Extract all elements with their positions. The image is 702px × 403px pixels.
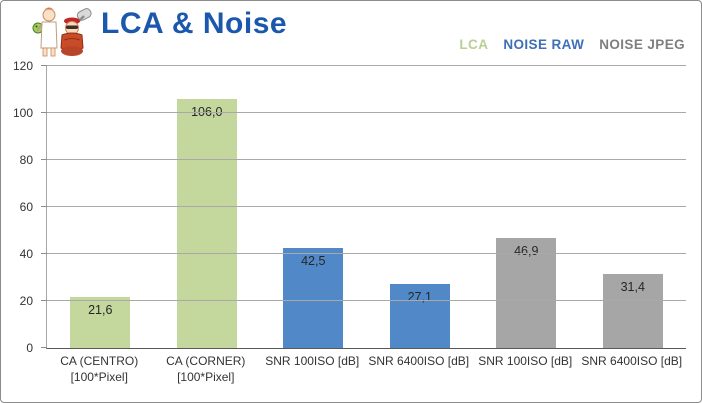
bar-value-label: 27,1 [407,290,432,305]
y-tick [41,206,47,207]
category-label-line: SNR 100ISO [dB] [478,354,573,368]
bar-value-label: 42,5 [301,254,326,269]
legend: LCA NOISE RAW NOISE JPEG [459,37,685,52]
bar-value-label: 21,6 [88,303,113,318]
legend-item: NOISE JPEG [599,37,685,52]
bars-container: 21,6 106,0 42,5 27,1 46,9 31,4 [47,66,686,348]
legend-item: LCA [459,37,489,52]
y-tick [41,300,47,301]
plot-area: 21,6 106,0 42,5 27,1 46,9 31,4 [41,65,686,349]
y-tick-label: 120 [12,59,33,73]
y-tick [41,347,47,348]
y-tick-label: 40 [19,247,33,262]
category-label: SNR 100ISO [dB] [259,353,366,385]
y-tick-label: 0 [26,341,33,355]
bar: 42,5 [283,248,344,348]
gridline [47,300,686,301]
category-label-line: CA (CORNER) [166,354,246,368]
category-label: CA (CORNER) [100*Pixel] [153,353,260,385]
category-label-line: SNR 100ISO [dB] [265,354,360,368]
bar: 46,9 [496,237,557,348]
bar-slot: 27,1 [367,66,474,348]
bar: 27,1 [389,284,450,348]
bar: 31,4 [602,274,663,348]
category-label-line: SNR 6400ISO [dB] [368,354,470,368]
category-label: SNR 100ISO [dB] [472,353,579,385]
category-label-line: CA (CENTRO) [60,354,139,368]
category-label-line: [100*Pixel] [70,370,128,385]
legend-item: NOISE RAW [503,37,585,52]
gridline [47,112,686,113]
y-tick [41,159,47,160]
gridline [47,159,686,160]
gridline [47,253,686,254]
y-axis: 0 20 40 60 80 100 120 [1,59,41,355]
gridline [47,65,686,66]
y-tick-label: 100 [12,106,33,120]
category-label-line: SNR 6400ISO [dB] [581,354,683,368]
tool-icon [76,8,92,21]
category-label: SNR 6400ISO [dB] [579,353,686,385]
y-tick-label: 80 [19,153,33,168]
y-tick [41,112,47,113]
bar-value-label: 46,9 [514,243,539,258]
mascot-logo [32,7,92,57]
bar-slot: 42,5 [260,66,367,348]
bar-slot: 46,9 [473,66,580,348]
y-tick-label: 60 [19,200,33,214]
category-label: CA (CENTRO) [100*Pixel] [46,353,153,385]
y-tick [41,253,47,254]
bar: 21,6 [70,297,131,348]
category-label: SNR 6400ISO [dB] [366,353,473,385]
gridline [47,206,686,207]
x-axis-labels: CA (CENTRO) [100*Pixel] CA (CORNER) [100*Pi… [46,353,685,385]
y-tick [41,65,47,66]
y-tick-label: 20 [19,294,33,309]
bar-value-label: 106,0 [191,104,223,119]
bar-value-label: 31,4 [620,280,645,295]
bar-slot: 31,4 [580,66,687,348]
bar-slot: 106,0 [154,66,261,348]
category-label-line: [100*Pixel] [177,370,235,385]
page-title: LCA & Noise [101,7,288,40]
bar-slot: 21,6 [47,66,154,348]
bar: 106,0 [176,98,237,348]
